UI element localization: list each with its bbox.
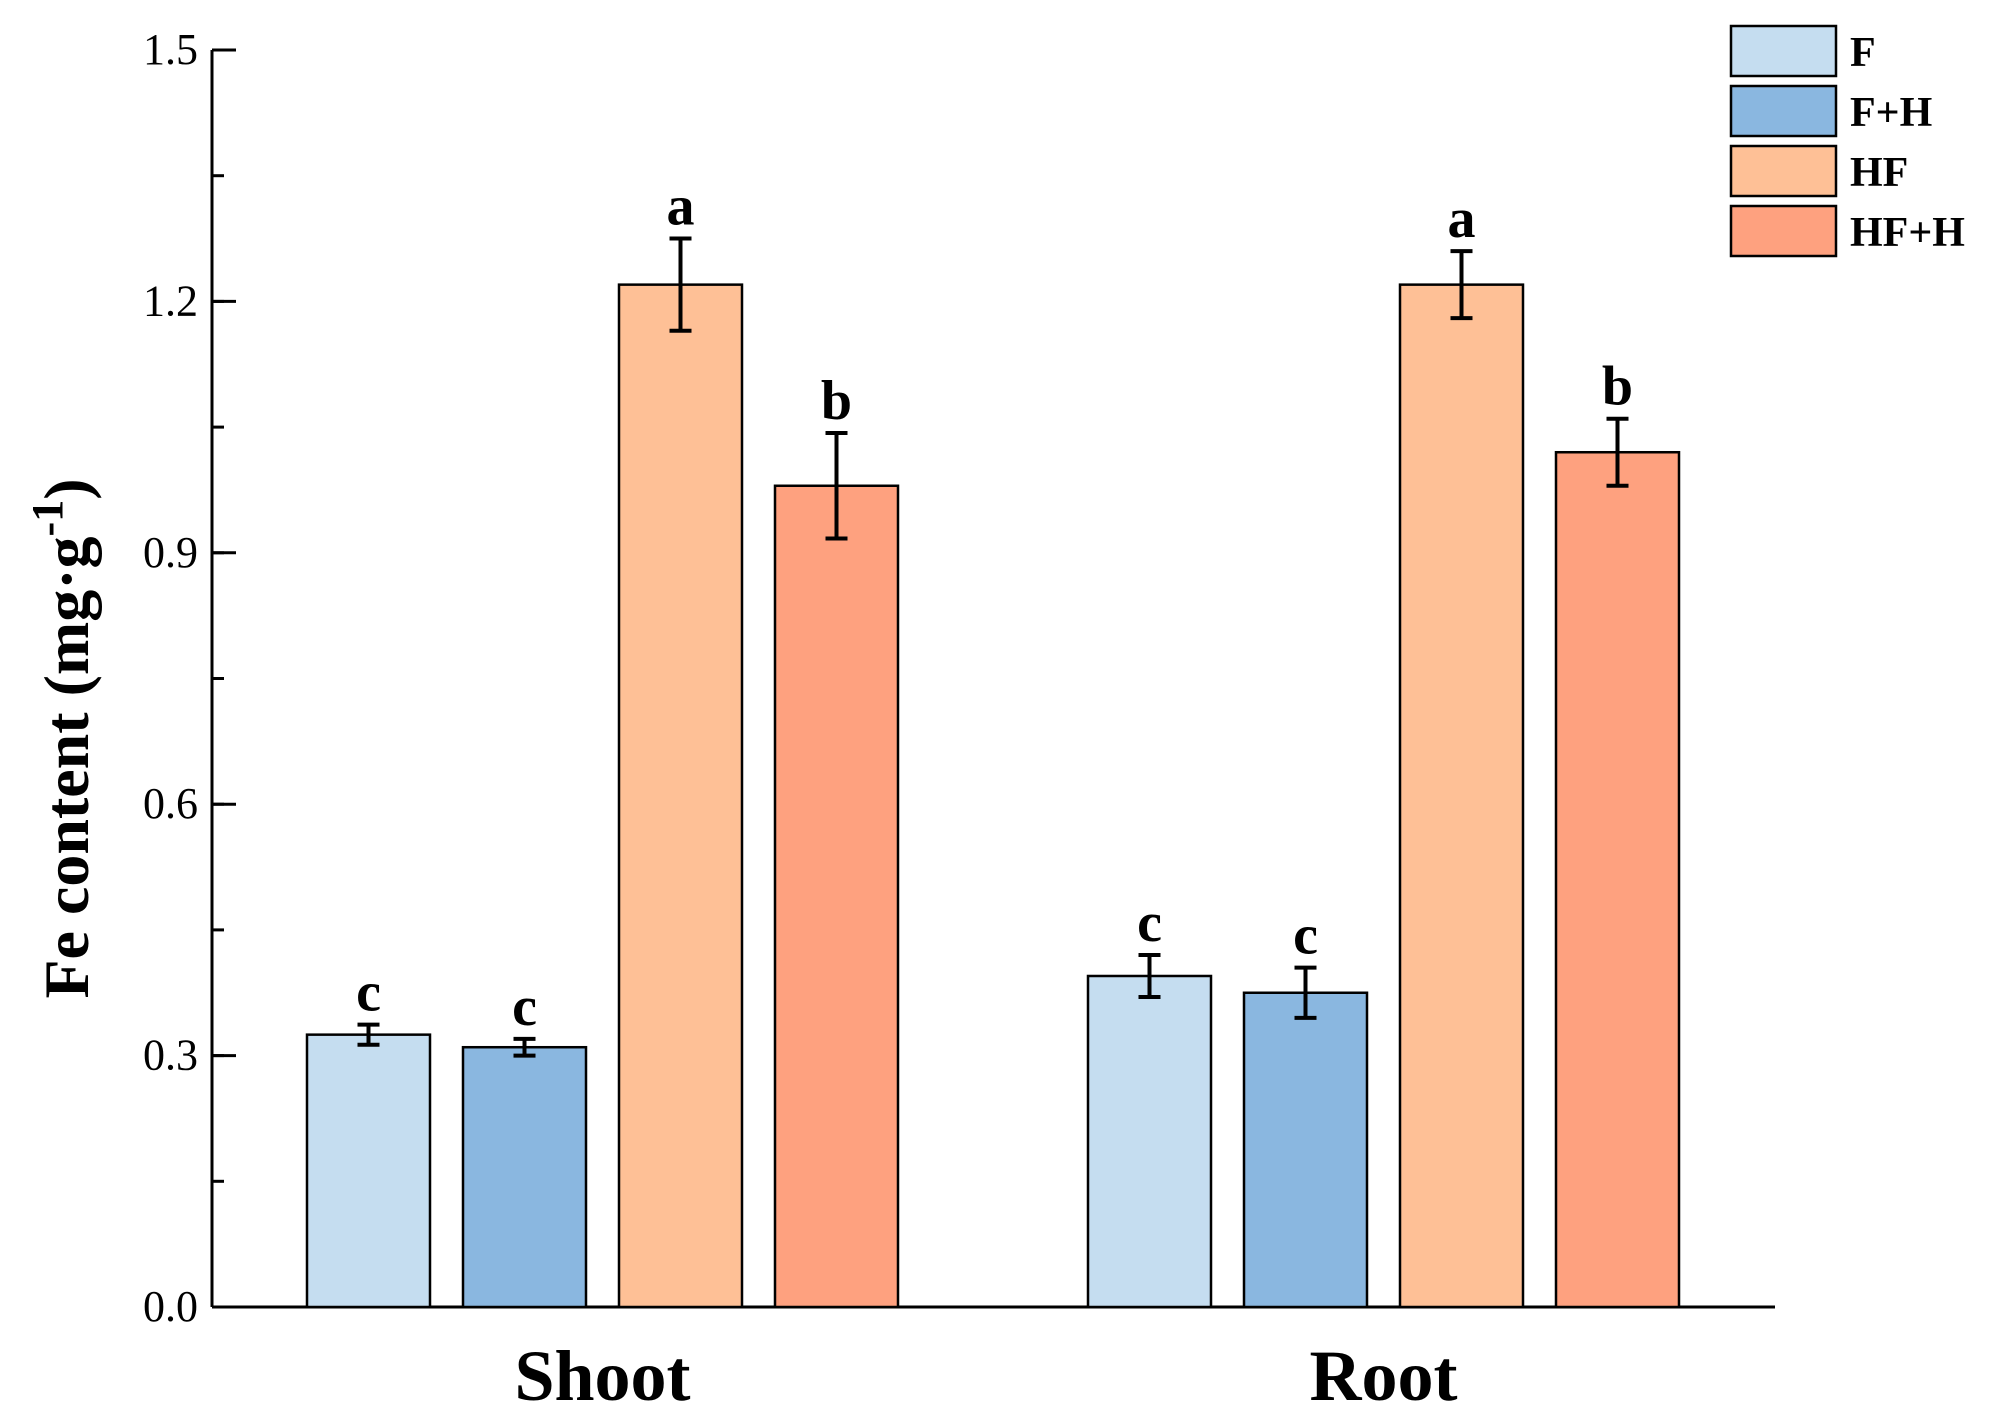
significance-label: b — [821, 370, 852, 432]
significance-label: a — [667, 176, 695, 238]
bars: c c a b c c a b — [307, 176, 1679, 1307]
y-axis-label: Fe content (mg·g-1) — [23, 478, 102, 998]
legend-label: F+H — [1850, 90, 1932, 136]
legend-label: HF+H — [1850, 210, 1965, 256]
bar-F-Shoot — [307, 1035, 430, 1307]
significance-label: c — [1137, 892, 1162, 954]
legend-swatch-F — [1731, 26, 1836, 76]
y-tick-label: 0.3 — [143, 1031, 198, 1080]
x-tick-label-root: Root — [1310, 1336, 1458, 1416]
legend-label: HF — [1850, 150, 1908, 196]
bar-F-Root — [1088, 976, 1211, 1307]
bar-HF+H-Shoot — [775, 486, 898, 1307]
y-tick-label: 0.9 — [143, 528, 198, 577]
significance-label: b — [1602, 356, 1633, 418]
bar-HF-Root — [1400, 285, 1523, 1307]
legend-swatch-HF — [1731, 146, 1836, 196]
y-tick-label: 0.6 — [143, 779, 198, 828]
bar-F+H-Root — [1244, 993, 1367, 1307]
significance-label: c — [356, 962, 381, 1024]
significance-label: a — [1448, 188, 1476, 250]
bar-HF+H-Root — [1556, 452, 1679, 1307]
y-tick-label: 0.0 — [143, 1282, 198, 1331]
legend: F F+H HF HF+H — [1731, 26, 1965, 256]
bar-F+H-Shoot — [463, 1047, 586, 1307]
bar-HF-Shoot — [619, 285, 742, 1307]
significance-label: c — [512, 976, 537, 1038]
legend-label: F — [1850, 30, 1876, 76]
legend-swatch-HF+H — [1731, 206, 1836, 256]
legend-swatch-F+H — [1731, 86, 1836, 136]
significance-label: c — [1293, 905, 1318, 967]
y-tick-label: 1.5 — [143, 25, 198, 74]
y-tick-label: 1.2 — [143, 276, 198, 325]
x-tick-label-shoot: Shoot — [514, 1336, 690, 1416]
